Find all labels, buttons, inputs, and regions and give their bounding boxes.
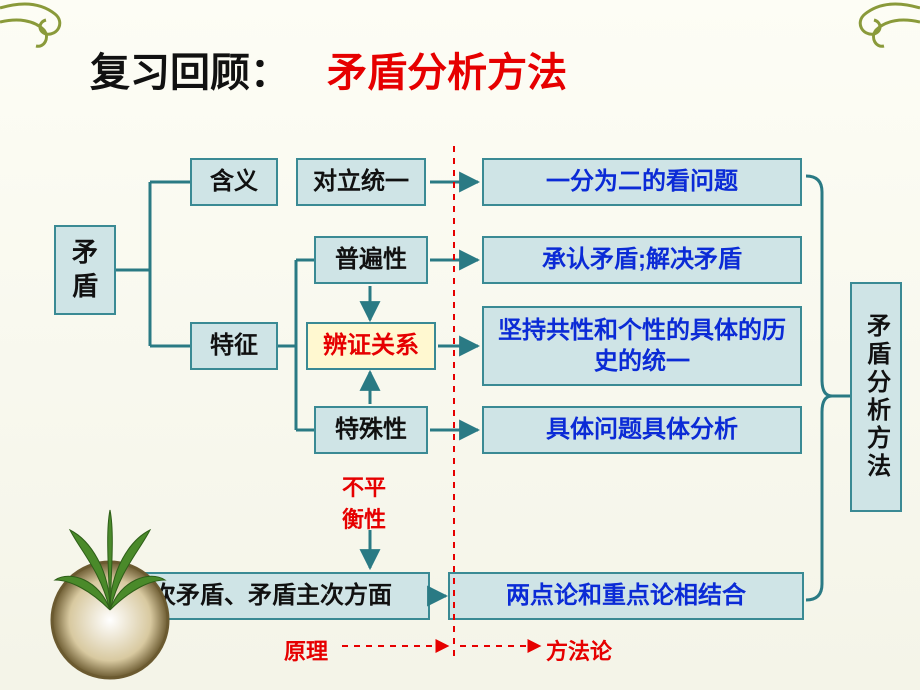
box-feature: 特征: [190, 322, 278, 370]
box-meaning: 含义: [190, 158, 278, 206]
box-o1: 一分为二的看问题: [482, 158, 802, 206]
box-unity: 对立统一: [296, 158, 426, 206]
note-principle: 原理: [284, 634, 328, 666]
title-main: 矛盾分析方法: [327, 51, 567, 95]
title-prefix: 复习回顾：: [90, 51, 290, 95]
box-bottomR: 两点论和重点论相结合: [448, 572, 804, 620]
box-o2: 承认矛盾;解决矛盾: [482, 236, 802, 284]
corner-ornament-tl: [0, 0, 90, 60]
box-o3: 坚持共性和个性的具体的历史的统一: [482, 306, 802, 386]
box-dialectic: 辨证关系: [306, 322, 436, 370]
note-imbalance: 不平 衡性: [342, 470, 386, 534]
box-rightBar: 矛盾分析方法: [850, 282, 902, 512]
plant-decoration: [10, 480, 210, 680]
box-root: 矛 盾: [54, 225, 116, 315]
box-special: 特殊性: [314, 406, 428, 454]
page-title: 复习回顾： 矛盾分析方法: [90, 40, 567, 98]
box-universal: 普遍性: [314, 236, 428, 284]
note-method: 方法论: [546, 634, 612, 666]
corner-ornament-tr: [830, 0, 920, 60]
box-o4: 具体问题具体分析: [482, 406, 802, 454]
